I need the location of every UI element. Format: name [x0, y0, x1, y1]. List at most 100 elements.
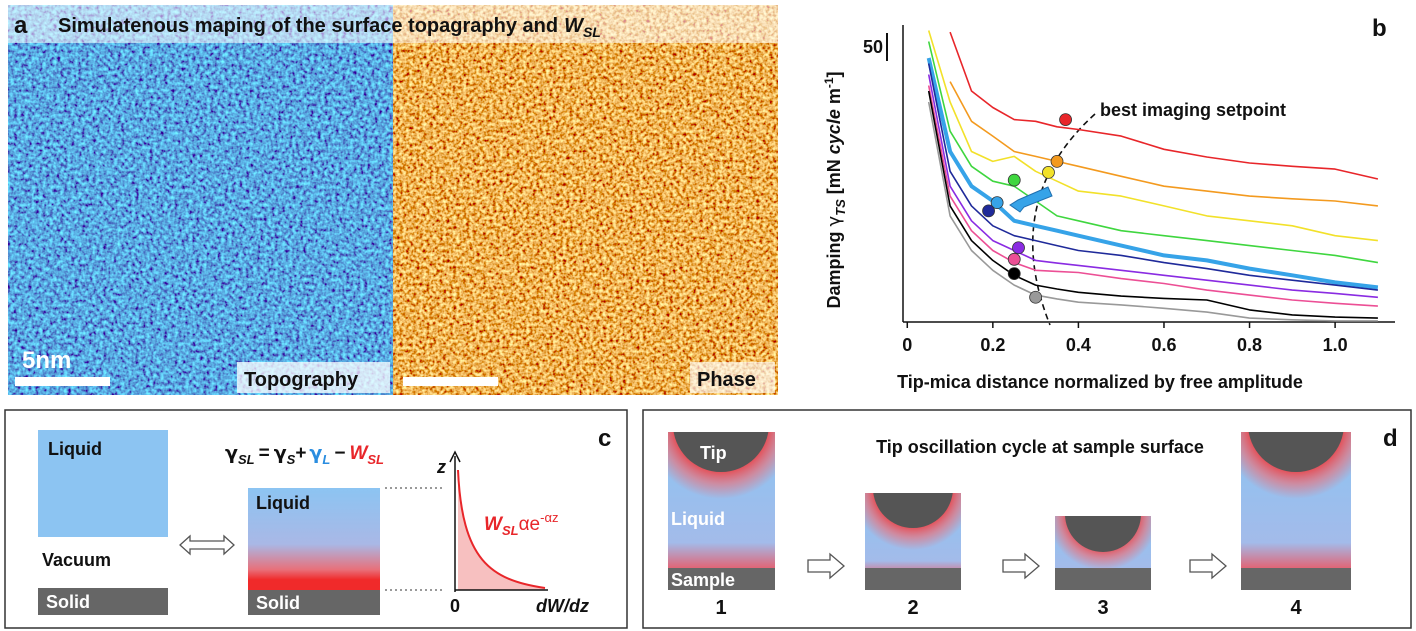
step-label: 1: [715, 597, 726, 619]
x-label: dW/dz: [536, 596, 589, 616]
y-title-part: m: [824, 88, 844, 109]
title-sub: SL: [583, 24, 601, 40]
series-line: [927, 101, 1378, 322]
y-title-part: [mN: [824, 154, 844, 199]
series-line: [927, 85, 1378, 307]
panel-title: Simulatenous maping of the surface topag…: [58, 15, 601, 40]
setpoint-dot: [1059, 113, 1072, 126]
eq-part: γ: [309, 442, 322, 464]
cycle-step: [1055, 516, 1151, 590]
y-title-part: cycle: [824, 109, 844, 154]
label-box: [690, 362, 775, 393]
liquid-label: Liquid: [256, 493, 310, 513]
panel-title: Tip oscillation cycle at sample surface: [876, 437, 1204, 457]
panel-label: c: [598, 425, 611, 452]
formula-part: SL: [502, 523, 519, 538]
solid-label: Solid: [46, 592, 90, 612]
formula-part: e: [530, 514, 541, 535]
step-label: 2: [907, 597, 918, 619]
series-line: [926, 57, 1379, 290]
formula-part: α: [519, 514, 530, 535]
eq-part: γ: [274, 442, 287, 464]
panel-label: b: [1372, 15, 1387, 42]
eq-part: =: [259, 443, 270, 464]
panel-frame: [642, 409, 1412, 629]
panel-b: b Tip-mica distance normalized by free a…: [822, 15, 1395, 392]
pointer-arrow: [1009, 186, 1053, 213]
setpoint-dot: [1007, 252, 1021, 266]
zero-label: 0: [450, 596, 460, 616]
solid-box: [38, 588, 168, 615]
panel-d: d Tip oscillation cycle at sample surfac…: [642, 409, 1412, 629]
formula-part: -αz: [540, 510, 558, 525]
eq-part: −: [334, 443, 345, 464]
series-line: [927, 30, 1378, 242]
setpoint-dot: [1007, 267, 1021, 281]
panel-label: a: [14, 12, 28, 39]
title-text: Simulatenous maping of the surface topag…: [58, 15, 558, 37]
panel-label: d: [1383, 425, 1398, 452]
liquid-label: Liquid: [48, 439, 102, 459]
scale-label: 5nm: [22, 347, 71, 374]
y-tick-label: 50: [863, 37, 883, 57]
series-line: [949, 31, 1379, 180]
formula-part: W: [484, 514, 504, 535]
y-title-part: -1: [822, 77, 836, 88]
cycle-step: [865, 493, 961, 590]
decay-curve: [457, 469, 546, 589]
panel-frame: [4, 409, 628, 629]
y-title-part: ]: [824, 71, 844, 77]
equation: γSL = γS+ γL − WSL: [225, 442, 384, 467]
x-axis-title: Tip-mica distance normalized by free amp…: [897, 372, 1303, 392]
sample-label: Sample: [671, 570, 735, 590]
panel-a: a Simulatenous maping of the surface top…: [8, 5, 778, 395]
eq-part: W: [349, 443, 369, 464]
title-symbol: W: [564, 15, 585, 37]
liquid-gradient: [248, 488, 380, 590]
y-axis-title: Damping γTS [mN cycle m-1]: [822, 71, 848, 308]
step-label: 4: [1290, 597, 1302, 619]
x-tick-label: 1.0: [1323, 335, 1348, 355]
phase-image: [393, 5, 778, 395]
axis-arrow: [449, 450, 461, 463]
y-title-part: γ: [824, 216, 845, 227]
setpoint-dot: [1029, 290, 1043, 304]
image-label: Phase: [697, 369, 756, 391]
label-box: [237, 362, 390, 393]
setpoint-dot: [982, 204, 995, 218]
x-tick-label: 0.6: [1151, 335, 1176, 355]
decay-fill: [458, 470, 545, 590]
x-tick-label: 0: [902, 335, 912, 355]
series-line: [927, 41, 1379, 264]
vacuum-label: Vacuum: [42, 550, 111, 570]
eq-part: SL: [238, 452, 255, 467]
liquid-label: Liquid: [671, 509, 725, 529]
solid-box: [248, 590, 380, 615]
setpoint-dot: [1012, 241, 1025, 255]
solid-label: Solid: [256, 593, 300, 613]
step-arrow: [1189, 552, 1227, 580]
y-title-part: TS: [833, 199, 848, 216]
annotation: best imaging setpoint: [1100, 100, 1286, 120]
x-tick-label: 0.2: [980, 335, 1005, 355]
panel-c: c Liquid Vacuum Solid γSL = γS+ γL − WSL Liqu…: [4, 409, 628, 629]
double-arrow: [179, 534, 235, 556]
setpoint-dot: [1042, 165, 1055, 179]
eq-part: S: [287, 452, 296, 467]
series-line: [927, 63, 1378, 291]
setpoint-dot: [1050, 154, 1064, 168]
scale-bar: [403, 377, 498, 386]
x-tick-label: 0.4: [1066, 335, 1091, 355]
step-arrow: [1002, 552, 1040, 580]
liquid-box: [38, 430, 168, 537]
setpoint-dot: [1007, 173, 1021, 187]
setpoint-dot: [990, 196, 1004, 210]
step-label: 3: [1097, 597, 1108, 619]
scale-bar: [15, 377, 110, 386]
tip-label: Tip: [700, 443, 727, 463]
cycle-step: [1241, 432, 1351, 590]
y-title-part: Damping: [824, 227, 844, 309]
eq-part: SL: [367, 452, 384, 467]
setpoint-guide: [1032, 113, 1096, 326]
